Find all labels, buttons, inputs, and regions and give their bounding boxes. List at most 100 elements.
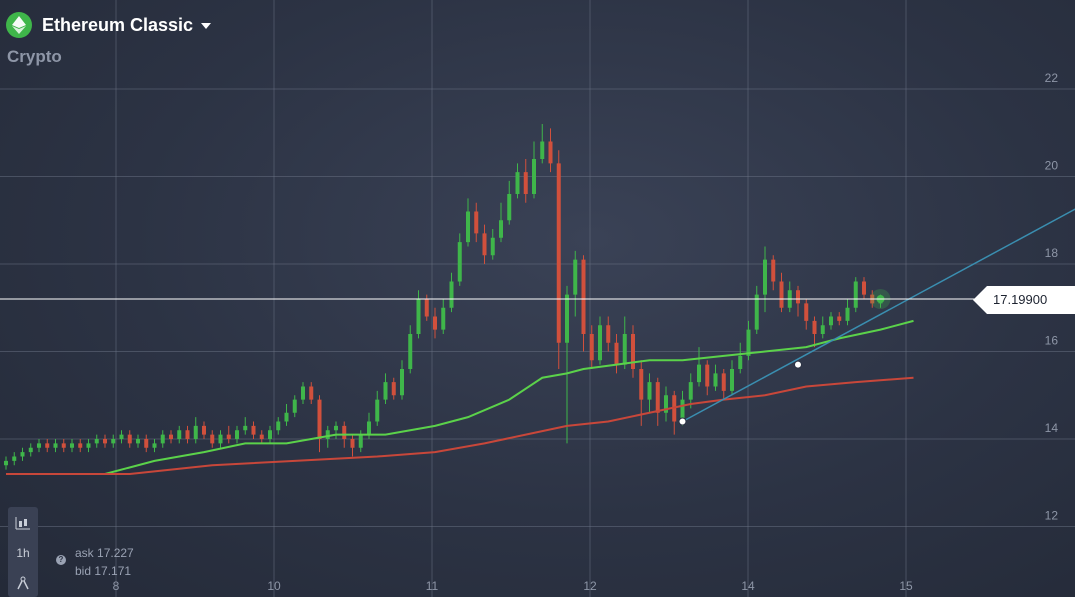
candle: [284, 404, 289, 426]
candle-body: [713, 373, 718, 387]
candle-body: [391, 382, 396, 396]
ask-row: ask 17.227: [75, 546, 134, 560]
bid-value: 17.171: [94, 564, 132, 578]
candle-body: [738, 355, 743, 369]
candle: [350, 434, 355, 457]
candle: [78, 439, 83, 453]
candle-body: [144, 439, 149, 448]
trendline: [682, 208, 1075, 423]
asset-name[interactable]: Ethereum Classic: [42, 14, 194, 35]
candle-body: [169, 434, 173, 439]
y-tick-label: 22: [1045, 71, 1059, 85]
candle-body: [688, 382, 693, 400]
candle-body: [763, 259, 767, 295]
candle-body: [61, 443, 66, 448]
candle: [688, 373, 693, 409]
candle-body: [301, 386, 305, 400]
candle: [738, 342, 743, 374]
y-axis-labels: 12 14 16 18 20 22: [1045, 71, 1059, 523]
candle: [4, 456, 8, 470]
candle-body: [4, 460, 8, 466]
candle-body: [449, 281, 454, 308]
drawing-tools-button[interactable]: [8, 569, 38, 597]
candle-body: [78, 443, 83, 448]
candle: [449, 272, 454, 313]
x-tick-label: 12: [583, 579, 597, 593]
candle-body: [268, 430, 272, 439]
candle: [779, 272, 784, 313]
candle: [589, 325, 594, 369]
candle-body: [754, 294, 759, 330]
candle: [375, 390, 380, 426]
candle: [391, 377, 396, 400]
candle: [301, 382, 305, 404]
candle-body: [746, 329, 751, 356]
candle: [276, 417, 281, 435]
moving-average-fast: [6, 319, 914, 475]
candle-body: [53, 443, 58, 448]
candle-body: [482, 233, 487, 256]
candle: [37, 439, 41, 453]
ask-value: 17.227: [97, 546, 134, 560]
candle: [152, 439, 157, 453]
candle-body: [515, 172, 520, 194]
candle: [672, 390, 677, 435]
timeframe-button[interactable]: 1h: [16, 546, 30, 560]
candle: [136, 434, 140, 448]
chevron-down-icon[interactable]: [201, 23, 212, 29]
candle-body: [457, 242, 462, 282]
candle-body: [730, 369, 734, 391]
asset-category: Crypto: [7, 47, 62, 66]
candle-body: [383, 382, 388, 400]
candle: [812, 316, 817, 348]
candle-body: [697, 364, 701, 383]
candle: [111, 434, 116, 448]
candle-body: [779, 281, 784, 308]
candle-body: [573, 259, 578, 295]
candle-body: [631, 334, 635, 369]
candle-body: [375, 399, 380, 422]
candle-body: [466, 211, 470, 243]
candle: [482, 224, 487, 264]
candle-body: [532, 159, 536, 194]
candle-body: [152, 443, 157, 448]
candle: [540, 124, 545, 164]
candle: [334, 421, 338, 439]
candle-body: [86, 443, 91, 448]
candle: [631, 325, 635, 378]
candle-body: [103, 439, 107, 444]
candle: [614, 334, 619, 374]
candle: [185, 425, 190, 444]
candle-body: [243, 425, 248, 431]
candle-body: [309, 386, 314, 400]
chart-type-button[interactable]: [8, 509, 38, 537]
candle: [581, 255, 586, 352]
candle: [119, 430, 124, 444]
candle: [268, 425, 272, 444]
candle: [218, 430, 223, 448]
candle: [598, 316, 602, 365]
candle: [226, 425, 231, 444]
candle-body: [325, 430, 330, 439]
candle-body: [490, 237, 495, 256]
candle: [771, 255, 776, 291]
candle: [127, 430, 132, 448]
candle-body: [416, 299, 421, 334]
candle-body: [812, 320, 817, 334]
candle-body: [111, 439, 116, 444]
candle: [259, 430, 264, 444]
candle-body: [193, 425, 198, 439]
x-axis-labels: 8 10 11 12 14 15: [113, 579, 913, 593]
candle: [606, 316, 611, 352]
candle-body: [474, 211, 479, 234]
candle-body: [400, 369, 404, 396]
help-icon[interactable]: ?: [56, 555, 66, 565]
candle: [721, 369, 726, 400]
y-tick-label: 16: [1045, 334, 1059, 348]
candles: [4, 124, 883, 470]
candle: [317, 395, 322, 453]
candle: [202, 421, 206, 439]
candle: [457, 233, 462, 286]
asset-header[interactable]: Ethereum Classic: [6, 12, 212, 38]
